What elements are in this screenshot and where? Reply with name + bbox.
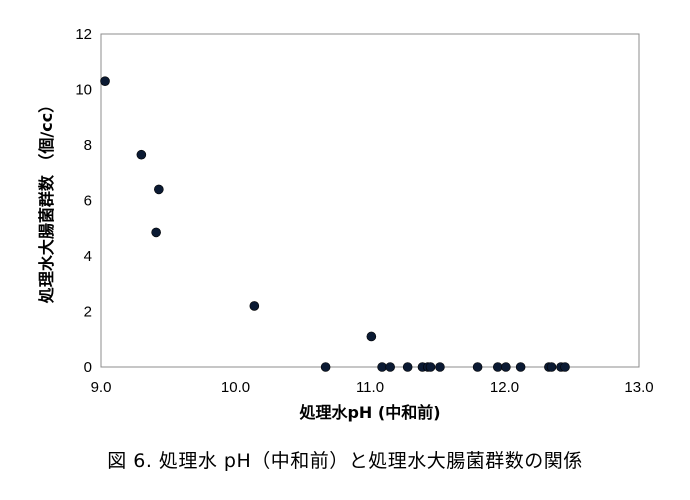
x-tick-label: 13.0	[624, 379, 653, 396]
data-point	[320, 362, 331, 372]
data-point	[385, 362, 395, 372]
data-point	[366, 331, 377, 342]
scatter-chart: 0 2 4 6 8 10 12 9.0 10.0 11.0 12.0 13.0 処理水pH (中和前…	[37, 26, 654, 422]
data-point	[425, 362, 436, 372]
data-point	[100, 76, 110, 86]
data-point	[249, 301, 260, 311]
y-tick-label: 8	[84, 137, 92, 154]
y-tick-labels: 0 2 4 6 8 10 12	[75, 26, 92, 376]
plot-area	[100, 33, 640, 368]
data-point	[546, 362, 557, 372]
y-tick-label: 12	[75, 26, 92, 43]
x-tick-label: 12.0	[490, 379, 519, 396]
x-axis-title: 処理水pH (中和前)	[299, 403, 440, 422]
data-point	[515, 362, 526, 372]
y-tick-label: 6	[84, 193, 92, 210]
x-tick-labels: 9.0 10.0 11.0 12.0 13.0	[91, 379, 654, 396]
x-tick-label: 10.0	[221, 379, 250, 396]
x-tick-label: 9.0	[91, 379, 112, 396]
y-tick-label: 0	[84, 359, 92, 376]
data-point	[472, 362, 483, 372]
y-tick-label: 2	[84, 304, 92, 321]
y-tick-label: 4	[84, 248, 92, 265]
data-point	[377, 362, 387, 372]
data-point	[435, 362, 445, 372]
data-points	[100, 76, 570, 372]
data-point	[501, 362, 511, 372]
data-point	[492, 362, 503, 372]
data-point	[560, 362, 570, 372]
figure-caption: 図 6. 処理水 pH（中和前）と処理水大腸菌群数の関係	[107, 450, 583, 472]
data-point	[136, 149, 147, 160]
y-tick-label: 10	[75, 82, 92, 99]
data-point	[151, 227, 161, 238]
y-axis-title: 処理水大腸菌群数 （個/cc）	[37, 97, 56, 303]
data-point	[402, 362, 413, 372]
x-tick-label: 11.0	[356, 379, 384, 396]
data-point	[154, 184, 164, 195]
